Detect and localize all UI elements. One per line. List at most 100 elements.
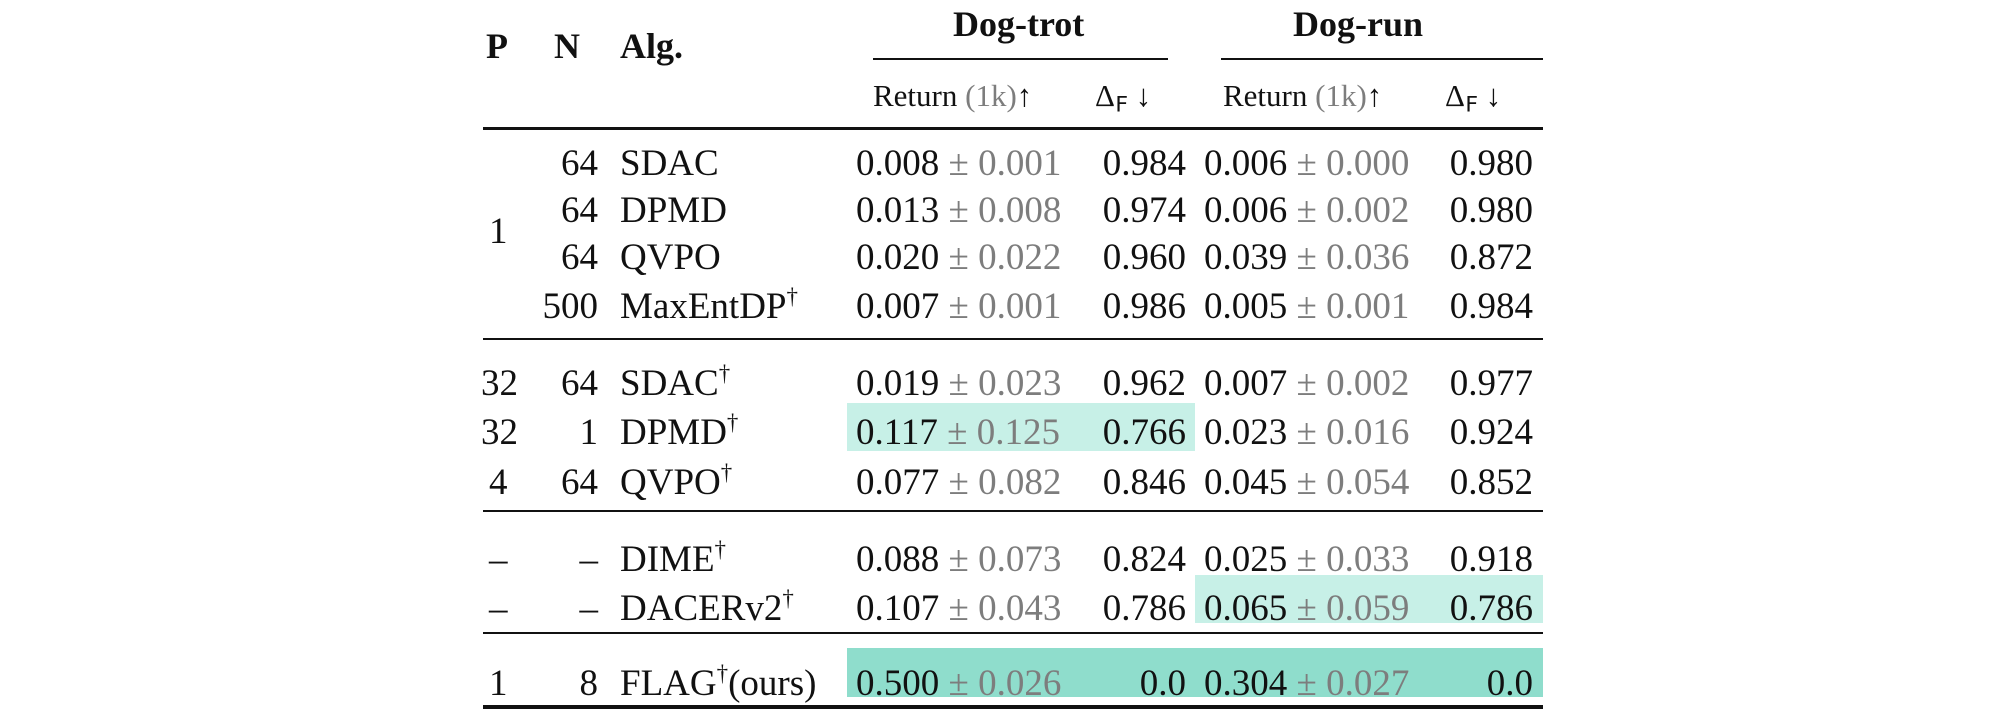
- plus-minus-symbol: ±: [1287, 412, 1327, 453]
- alg-name: SDAC: [620, 363, 719, 404]
- alg-name: QVPO: [620, 462, 721, 503]
- section-rule-2: [483, 510, 1543, 512]
- run-return: 0.065 ± 0.059: [1204, 590, 1409, 627]
- run-mean: 0.304: [1204, 663, 1288, 704]
- trot-delta: 0.766: [1102, 412, 1186, 453]
- trot-return: 0.107 ± 0.043: [856, 590, 1061, 627]
- top-rule: [483, 127, 1543, 130]
- run-std: 0.000: [1326, 143, 1410, 184]
- dagger-mark: †: [782, 585, 794, 611]
- run-std: 0.054: [1326, 462, 1410, 503]
- cell-n: 64: [561, 462, 598, 503]
- run-mean: 0.045: [1204, 462, 1288, 503]
- alg-name: SDAC: [620, 143, 719, 184]
- trot-return: 0.019 ± 0.023: [856, 365, 1061, 402]
- alg-name: MaxEntDP: [620, 286, 787, 327]
- trot-return: 0.020 ± 0.022: [856, 239, 1061, 276]
- subheader-run-return: Return (1k)↑: [1223, 80, 1382, 111]
- trot-return: 0.007 ± 0.001: [856, 288, 1061, 325]
- trot-std: 0.001: [978, 286, 1062, 327]
- cell-p: –: [489, 539, 508, 580]
- trot-std: 0.022: [978, 237, 1062, 278]
- run-return: 0.006 ± 0.000: [1204, 145, 1409, 182]
- results-table: P N Alg. Dog-trot Dog-run Return (1k)↑ Δ…: [481, 0, 1543, 725]
- trot-mean: 0.007: [856, 286, 940, 327]
- cell-alg: FLAG†(ours): [620, 662, 817, 704]
- run-delta: 0.852: [1449, 462, 1533, 503]
- highlight-dacer-run: [1195, 575, 1543, 623]
- run-delta: 0.872: [1449, 237, 1533, 278]
- dagger-mark: †: [726, 409, 739, 435]
- run-mean: 0.006: [1204, 190, 1288, 231]
- run-return: 0.006 ± 0.002: [1204, 192, 1409, 229]
- run-mean: 0.006: [1204, 143, 1288, 184]
- return-label: Return: [873, 78, 958, 113]
- alg-suffix: (ours): [728, 663, 817, 704]
- trot-delta: 0.846: [1102, 462, 1186, 503]
- delta-sub: F: [1464, 92, 1478, 118]
- highlight-flag-run: [1195, 648, 1543, 697]
- run-delta: 0.0: [1486, 663, 1533, 704]
- subheader-run-delta: ΔF ↓: [1445, 80, 1501, 116]
- delta-sub: F: [1114, 92, 1128, 118]
- alg-name: FLAG: [620, 663, 717, 704]
- plus-minus-symbol: ±: [939, 237, 979, 278]
- cell-p: 32: [481, 412, 518, 453]
- plus-minus-symbol: ±: [1287, 539, 1327, 580]
- trot-mean: 0.019: [856, 363, 940, 404]
- trot-std: 0.001: [978, 143, 1062, 184]
- cell-p: 1: [489, 663, 508, 704]
- cell-alg: MaxEntDP†: [620, 285, 798, 327]
- run-return: 0.005 ± 0.001: [1204, 288, 1409, 325]
- run-std: 0.002: [1326, 363, 1410, 404]
- cell-n: 64: [561, 237, 598, 278]
- trot-delta: 0.984: [1102, 143, 1186, 184]
- plus-minus-symbol: ±: [939, 462, 979, 503]
- subheader-trot-delta: ΔF ↓: [1095, 80, 1151, 116]
- trot-delta: 0.962: [1102, 363, 1186, 404]
- cell-n: 8: [579, 663, 599, 704]
- highlight-flag-trot: [847, 648, 1195, 697]
- run-std: 0.016: [1326, 412, 1410, 453]
- cell-alg: DPMD: [620, 192, 727, 229]
- plus-minus-symbol: ±: [1287, 462, 1327, 503]
- run-delta: 0.977: [1449, 363, 1533, 404]
- run-return: 0.025 ± 0.033: [1204, 541, 1409, 578]
- trot-return: 0.500 ± 0.026: [856, 665, 1061, 702]
- plus-minus-symbol: ±: [937, 412, 977, 453]
- plus-minus-symbol: ±: [939, 588, 979, 629]
- up-arrow-icon: ↑: [1016, 78, 1033, 113]
- trot-std: 0.073: [978, 539, 1062, 580]
- header-n: N: [554, 26, 580, 66]
- run-mean: 0.023: [1204, 412, 1288, 453]
- plus-minus-symbol: ±: [1287, 588, 1327, 629]
- plus-minus-symbol: ±: [1287, 663, 1327, 704]
- group-rule-trot: [873, 58, 1168, 60]
- subheader-trot-return: Return (1k)↑: [873, 80, 1032, 111]
- trot-mean: 0.500: [856, 663, 940, 704]
- run-delta: 0.918: [1449, 539, 1533, 580]
- delta-label: Δ: [1445, 78, 1465, 113]
- plus-minus-symbol: ±: [1287, 286, 1327, 327]
- run-return: 0.045 ± 0.054: [1204, 464, 1409, 501]
- up-arrow-icon: ↑: [1366, 78, 1383, 113]
- cell-p: –: [489, 588, 508, 629]
- dagger-mark: †: [720, 459, 733, 485]
- plus-minus-symbol: ±: [1287, 237, 1327, 278]
- trot-return: 0.077 ± 0.082: [856, 464, 1061, 501]
- trot-return: 0.117 ± 0.125: [856, 414, 1060, 451]
- cell-alg: QVPO: [620, 239, 721, 276]
- alg-name: DPMD: [620, 190, 727, 231]
- cell-p: 4: [489, 462, 508, 503]
- run-std: 0.027: [1326, 663, 1410, 704]
- trot-delta: 0.960: [1102, 237, 1186, 278]
- cell-p: 1: [489, 211, 508, 252]
- cell-p: 32: [481, 363, 518, 404]
- plus-minus-symbol: ±: [939, 539, 979, 580]
- run-mean: 0.007: [1204, 363, 1288, 404]
- trot-mean: 0.117: [856, 412, 938, 453]
- highlight-dpmd-trot: [847, 403, 1195, 451]
- run-delta: 0.786: [1449, 588, 1533, 629]
- down-arrow-icon: ↓: [1135, 78, 1152, 113]
- plus-minus-symbol: ±: [1287, 363, 1327, 404]
